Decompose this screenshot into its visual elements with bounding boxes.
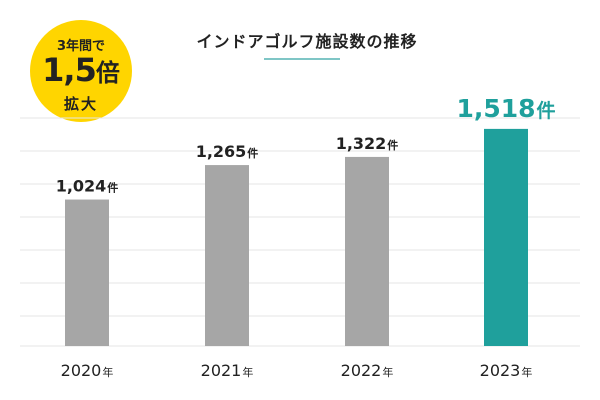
x-tick-unit: 年	[521, 365, 532, 379]
bar-2022	[345, 156, 389, 346]
data-label-value: 1,024	[56, 177, 107, 196]
data-label-2023: 1,518件	[456, 94, 555, 123]
growth-badge: 3年間で 1,5倍 拡大	[30, 20, 132, 122]
x-tick-year: 2020	[61, 361, 102, 380]
data-label-2022: 1,322件	[336, 134, 399, 153]
bar-2023	[484, 128, 528, 346]
badge-multiplier-unit: 倍	[95, 59, 120, 87]
x-tick-label-2022: 2022年	[341, 361, 394, 380]
data-label-2020: 1,024件	[56, 177, 119, 196]
data-label-unit: 件	[537, 99, 556, 122]
x-tick-year: 2021	[201, 361, 242, 380]
x-tick-unit: 年	[382, 365, 393, 379]
data-label-value: 1,322	[336, 134, 387, 153]
x-tick-unit: 年	[102, 365, 113, 379]
badge-multiplier-value: 1,5	[42, 51, 97, 89]
data-label-unit: 件	[387, 138, 398, 152]
x-tick-year: 2023	[480, 361, 521, 380]
x-tick-unit: 年	[242, 365, 253, 379]
badge-expansion-text: 拡大	[63, 95, 98, 113]
chart-title: インドアゴルフ施設数の推移	[196, 32, 418, 51]
badge-period-text: 3年間で	[56, 39, 106, 54]
bar-2021	[205, 165, 249, 346]
data-label-unit: 件	[107, 181, 118, 195]
bar-2020	[65, 199, 109, 346]
x-tick-year: 2022	[341, 361, 382, 380]
title-underline	[264, 58, 340, 60]
x-tick-label-2020: 2020年	[61, 361, 114, 380]
data-label-value: 1,518	[456, 94, 535, 123]
data-label-unit: 件	[247, 146, 258, 160]
x-tick-label-2021: 2021年	[201, 361, 254, 380]
data-label-2021: 1,265件	[196, 142, 259, 161]
badge-multiplier: 1,5倍	[30, 51, 132, 92]
x-tick-label-2023: 2023年	[480, 361, 533, 380]
data-label-value: 1,265	[196, 142, 247, 161]
